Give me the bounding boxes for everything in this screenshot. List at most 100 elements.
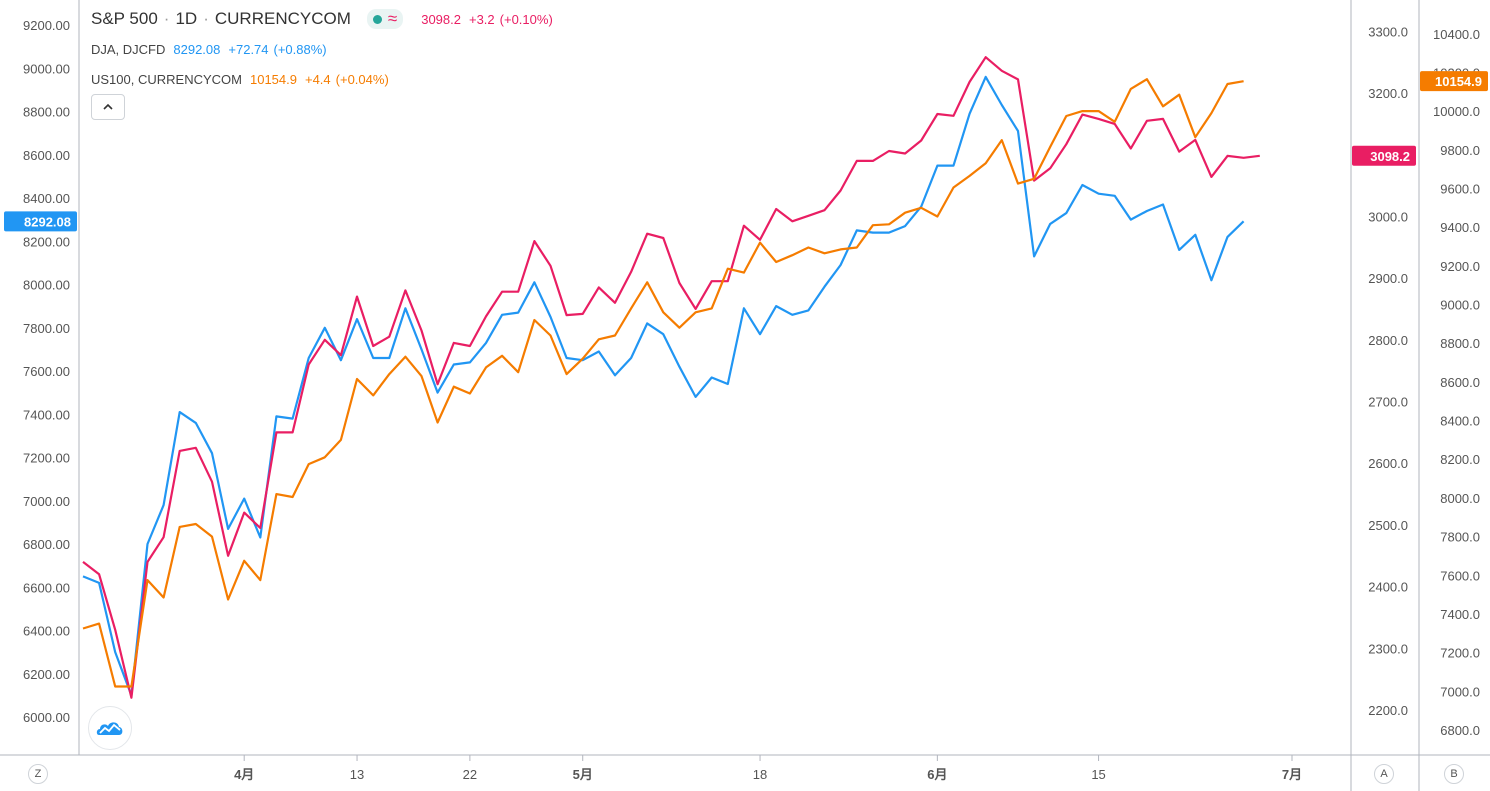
left-axis-tick-label: 9000.00 xyxy=(23,61,70,76)
chart-legend: S&P 500 · 1D · CURRENCYCOM ≈ 3098.2 +3.2… xyxy=(91,8,553,90)
a-axis-tick-label: 2300.0 xyxy=(1368,641,1408,656)
series-lines xyxy=(82,56,1260,699)
a-axis-tick-label: 3300.0 xyxy=(1368,24,1408,39)
left-axis-tick-label: 6200.00 xyxy=(23,667,70,682)
b-axis-tick-label: 6800.0 xyxy=(1440,723,1480,738)
a-axis-tick-label: 2200.0 xyxy=(1368,703,1408,718)
series-line-a[interactable] xyxy=(82,56,1260,699)
a-axis-tick-label: 2500.0 xyxy=(1368,518,1408,533)
legend-series3: US100, CURRENCYCOM 10154.9 +4.4 (+0.04%) xyxy=(91,68,553,90)
left-axis-tick-label: 7600.00 xyxy=(23,364,70,379)
b-axis-tick-label: 7400.0 xyxy=(1440,607,1480,622)
left-axis-tick-label: 7400.00 xyxy=(23,407,70,422)
b-axis-tick-label: 9800.0 xyxy=(1440,143,1480,158)
a-axis-tick-label: 2900.0 xyxy=(1368,271,1408,286)
collapse-legend-button[interactable] xyxy=(91,94,125,120)
left-axis-tick-label: 6600.00 xyxy=(23,580,70,595)
right-price-axis-b: 6800.0 7000.0 7200.0 7400.0 7600.0 7800.0 8000… xyxy=(1433,27,1480,738)
a-axis-tick-label: 2600.0 xyxy=(1368,456,1408,471)
tradingview-logo-button[interactable] xyxy=(88,706,132,750)
time-axis-tick-label: 15 xyxy=(1091,767,1105,782)
series-line-left[interactable] xyxy=(82,75,1245,697)
current-price-tag-b xyxy=(1420,71,1488,92)
left-axis-tick-label: 7800.00 xyxy=(23,321,70,336)
left-axis-tick-label: 9200.00 xyxy=(23,18,70,33)
legend-main-price: 3098.2 xyxy=(421,11,461,27)
b-axis-tick-label: 7200.0 xyxy=(1440,646,1480,661)
time-axis-tick-label: 7月 xyxy=(1282,767,1302,782)
legend-main-source: CURRENCYCOM xyxy=(214,9,351,28)
time-axis-tick-label: 13 xyxy=(350,767,364,782)
compare-wave-icon: ≈ xyxy=(387,9,398,28)
legend-main-pct: (+0.10%) xyxy=(499,11,553,27)
left-axis-tick-label: 8000.00 xyxy=(23,278,70,293)
b-axis-tick-label: 7600.0 xyxy=(1440,568,1480,583)
legend-main-change: +3.2 xyxy=(468,11,495,27)
auto-scale-b-button[interactable]: B xyxy=(1444,764,1464,784)
current-price-tag-left xyxy=(4,211,77,232)
time-axis: 4月 13 22 5月 18 6月 15 7月 xyxy=(234,755,1302,782)
a-axis-tick-label: 2700.0 xyxy=(1368,395,1408,410)
legend-series3-label[interactable]: US100, CURRENCYCOM xyxy=(91,71,242,87)
b-axis-tick-label: 10000.0 xyxy=(1433,104,1480,119)
legend-series2-pct: (+0.88%) xyxy=(273,41,327,57)
left-axis-tick-label: 8400.00 xyxy=(23,191,70,206)
legend-main-interval: 1D xyxy=(175,9,198,28)
time-axis-tick-label: 6月 xyxy=(927,767,947,782)
legend-main-symbol[interactable]: S&P 500 xyxy=(91,9,158,28)
b-axis-tick-label: 9000.0 xyxy=(1440,298,1480,313)
b-axis-tick-label: 8200.0 xyxy=(1440,452,1480,467)
a-axis-tick-label: 3200.0 xyxy=(1368,86,1408,101)
left-axis-tick-label: 8600.00 xyxy=(23,148,70,163)
b-axis-tick-label: 8000.0 xyxy=(1440,491,1480,506)
legend-separator-dot: · xyxy=(163,9,170,28)
left-axis-tick-label: 6000.00 xyxy=(23,710,70,725)
cloud-chart-icon xyxy=(96,722,123,735)
b-axis-tick-label: 9200.0 xyxy=(1440,259,1480,274)
time-axis-tick-label: 4月 xyxy=(234,767,254,782)
legend-separator-dot: · xyxy=(203,9,209,28)
current-price-tag-label: 8292.08 xyxy=(24,214,71,229)
series-line-b[interactable] xyxy=(82,78,1244,688)
legend-series3-price: 10154.9 xyxy=(249,71,297,87)
a-axis-tick-label: 3000.0 xyxy=(1368,209,1408,224)
current-price-tag-label: 3098.2 xyxy=(1370,149,1410,164)
left-axis-tick-label: 7200.00 xyxy=(23,451,70,466)
legend-series2: DJA, DJCFD 8292.08 +72.74 (+0.88%) xyxy=(91,38,553,60)
left-axis-tick-label: 7000.00 xyxy=(23,494,70,509)
legend-series2-price: 8292.08 xyxy=(173,41,221,57)
b-axis-tick-label: 7800.0 xyxy=(1440,530,1480,545)
a-axis-tick-label: 2400.0 xyxy=(1368,580,1408,595)
time-axis-tick-label: 18 xyxy=(753,767,767,782)
right-price-axis-a: 2200.0 2300.0 2400.0 2500.0 2600.0 2700.0 2800… xyxy=(1368,24,1408,718)
b-axis-tick-label: 9600.0 xyxy=(1440,181,1480,196)
market-open-icon xyxy=(372,14,382,24)
b-axis-tick-label: 8400.0 xyxy=(1440,414,1480,429)
current-price-tag-label: 10154.9 xyxy=(1435,74,1482,89)
legend-series3-change: +4.4 xyxy=(304,71,331,87)
auto-scale-a-button[interactable]: A xyxy=(1374,764,1394,784)
left-price-axis: 6000.00 6200.00 6400.00 6600.00 6800.00 7000.… xyxy=(23,18,70,725)
current-price-labels: 8292.08 3098.2 10154.9 xyxy=(4,71,1488,232)
legend-series3-pct: (+0.04%) xyxy=(335,71,389,87)
time-axis-tick-label: 5月 xyxy=(573,767,593,782)
left-axis-tick-label: 6400.00 xyxy=(23,624,70,639)
legend-series2-label[interactable]: DJA, DJCFD xyxy=(91,41,166,57)
time-axis-tick-label: 22 xyxy=(463,767,477,782)
legend-series2-change: +72.74 xyxy=(228,41,269,57)
a-axis-tick-label: 2800.0 xyxy=(1368,333,1408,348)
zoom-reset-button[interactable]: Z xyxy=(28,764,48,784)
b-axis-tick-label: 8800.0 xyxy=(1440,336,1480,351)
market-status-pill[interactable]: ≈ xyxy=(366,9,404,29)
current-price-tag-a xyxy=(1352,145,1416,166)
b-axis-tick-label: 10400.0 xyxy=(1433,27,1480,42)
left-axis-tick-label: 6800.00 xyxy=(23,537,70,552)
left-axis-tick-label: 8200.00 xyxy=(23,234,70,249)
b-axis-tick-label: 7000.0 xyxy=(1440,684,1480,699)
chevron-up-icon xyxy=(103,103,113,110)
b-axis-tick-label: 8600.0 xyxy=(1440,375,1480,390)
left-axis-tick-label: 8800.00 xyxy=(23,105,70,120)
